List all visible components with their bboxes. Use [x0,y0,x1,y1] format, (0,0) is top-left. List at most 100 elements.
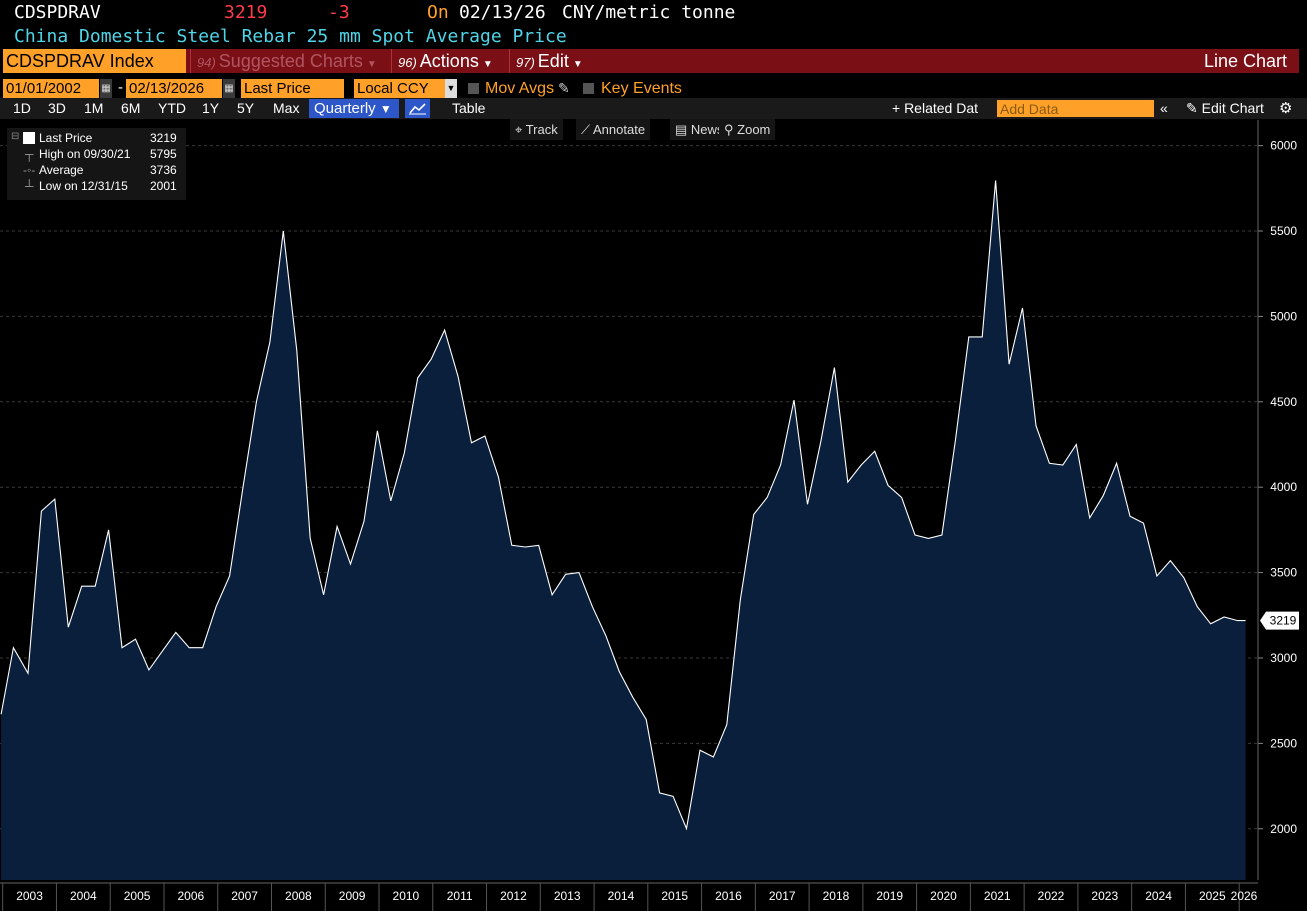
pencil-icon: ✎ [1186,100,1198,116]
price-change: -3 [328,2,350,23]
y-tick-label: 5500 [1270,224,1297,238]
caret-down-icon: ▼ [379,102,392,116]
price-unit: CNY/metric tonne [562,2,736,23]
x-tick-label: 2005 [124,889,151,903]
range-1d[interactable]: 1D [13,100,31,116]
chart-legend[interactable]: ⊟ Last Price 3219 ┬ High on 09/30/21 579… [7,128,186,200]
range-1y[interactable]: 1Y [202,100,220,116]
range-3d[interactable]: 3D [48,100,66,116]
range-6m[interactable]: 6M [121,100,141,116]
suggested-charts-label: Suggested Charts [218,51,363,71]
y-axis: 2000 2500 3000 3500 4000 4500 5000 5500 6000 3219 [1257,120,1299,880]
legend-last-label: Last Price [39,131,93,145]
x-tick-label: 2025 [1199,889,1226,903]
x-tick-label: 2026 [1231,889,1258,903]
currency-select[interactable]: Local CCY [354,79,446,98]
price-date: 02/13/26 [459,2,546,23]
start-date-field[interactable]: 01/01/2002 [3,79,99,98]
x-tick-label: 2020 [930,889,957,903]
track-label: Track [525,122,558,137]
x-tick-label: 2007 [231,889,258,903]
gear-icon[interactable]: ⚙ [1279,100,1293,117]
legend-high-label: High on 09/30/21 [39,147,131,161]
x-tick-label: 2011 [447,889,473,903]
settings-toolbar: 01/01/2002 ▦ - 02/13/2026 ▦ Last Price L… [3,79,1299,99]
chevron-down-icon: ▼ [366,59,377,70]
annotate-tool[interactable]: ⟋ Annotate [576,119,651,140]
range-toolbar: 1D 3D 1M 6M YTD 1Y 5Y Max Quarterly ▼ Ta… [0,98,1307,119]
range-ytd[interactable]: YTD [158,100,186,116]
zoom-tool[interactable]: ⚲ Zoom [719,119,776,140]
low-marker-icon: ┴ [25,179,34,193]
y-tick-label: 6000 [1270,139,1297,153]
edit-chart-button[interactable]: ✎ Edit Chart [1186,98,1264,119]
table-button[interactable]: Table [452,100,486,116]
news-tool[interactable]: ▤ News [670,119,729,140]
annotate-label: Annotate [593,122,646,137]
x-tick-label: 2024 [1145,889,1172,903]
on-label: On [427,2,449,23]
price-line [0,180,1246,831]
x-tick-label: 2019 [876,889,903,903]
legend-high-value: 5795 [150,147,177,161]
edit-label: Edit [537,51,569,71]
price-field-select[interactable]: Last Price [241,79,344,98]
news-label: News [690,122,724,137]
actions-button[interactable]: 96) Actions ▼ [391,49,506,73]
price-series [0,180,1246,881]
y-tick-label: 2500 [1270,736,1297,750]
key-events-checkbox[interactable] [583,83,594,94]
security-description: China Domestic Steel Rebar 25 mm Spot Av… [14,26,567,47]
x-tick-label: 2008 [285,889,312,903]
related-data-button[interactable]: + Related Dat [892,100,978,116]
edit-chart-label: Edit Chart [1201,100,1264,116]
y-tick-label: 3500 [1270,566,1297,580]
edit-number: 97) [516,55,535,70]
x-tick-label: 2015 [661,889,688,903]
security-field[interactable]: CDSPDRAV Index [3,49,186,73]
y-tick-label: 2000 [1270,822,1297,836]
line-chart-icon[interactable] [405,99,430,118]
ticker-symbol: CDSPDRAV [14,2,101,23]
x-tick-label: 2022 [1038,889,1065,903]
x-tick-label: 2010 [393,889,420,903]
range-5y[interactable]: 5Y [237,100,255,116]
x-tick-label: 2016 [715,889,742,903]
range-max[interactable]: Max [273,100,300,116]
collapse-icon[interactable]: « [1160,100,1168,116]
legend-avg-label: Average [39,163,84,177]
pencil-icon[interactable]: ✎ [558,80,570,96]
price-area [1,180,1246,881]
y-tick-label: 5000 [1270,309,1297,323]
x-tick-label: 2003 [16,889,43,903]
last-value-label: 3219 [1260,611,1299,630]
legend-last-value: 3219 [150,131,177,145]
period-label: Quarterly [314,100,376,117]
calendar-icon[interactable]: ▦ [100,79,112,98]
high-marker-icon: ┬ [25,147,34,161]
add-data-input[interactable] [997,100,1154,117]
magnifier-icon: ⚲ [724,122,734,137]
x-tick-label: 2014 [608,889,635,903]
end-date-field[interactable]: 02/13/2026 [126,79,222,98]
suggested-charts-button[interactable]: 94) Suggested Charts ▼ [190,49,388,73]
x-tick-label: 2012 [500,889,527,903]
collapse-legend-icon[interactable]: ⊟ [11,131,20,142]
chevron-down-icon[interactable]: ▼ [445,79,457,98]
track-tool[interactable]: ⌖ Track [510,119,563,140]
calendar-icon[interactable]: ▦ [223,79,235,98]
period-select[interactable]: Quarterly ▼ [309,99,399,118]
x-tick-label: 2021 [984,889,1011,903]
key-events-label[interactable]: Key Events [601,80,682,97]
mov-avgs-label[interactable]: Mov Avgs [485,80,555,97]
range-1m[interactable]: 1M [84,100,104,116]
x-tick-label: 2009 [339,889,366,903]
y-tick-label: 4000 [1270,480,1297,494]
suggested-charts-number: 94) [197,55,216,70]
edit-button[interactable]: 97) Edit ▼ [509,49,594,73]
mov-avgs-checkbox[interactable] [468,83,479,94]
actions-label: Actions [419,51,479,71]
x-tick-label: 2017 [769,889,796,903]
last-price: 3219 [224,2,268,23]
